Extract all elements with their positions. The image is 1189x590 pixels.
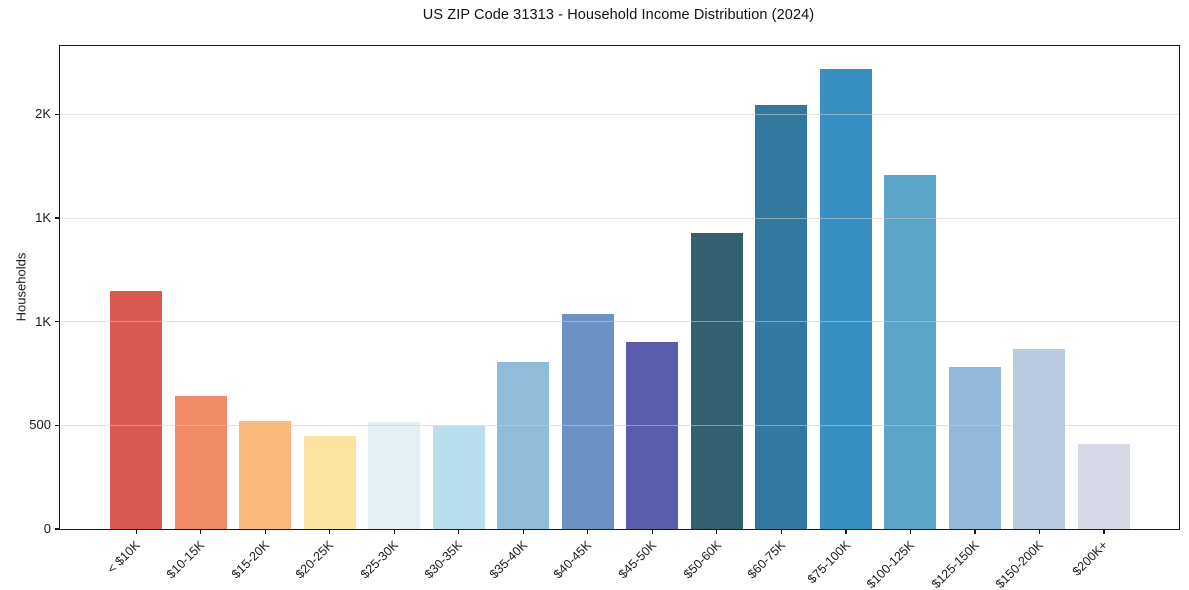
x-axis-tick bbox=[329, 529, 331, 534]
x-tick-label: $60-75K bbox=[744, 538, 789, 582]
y-tick-label: 500 bbox=[29, 417, 51, 433]
x-axis-tick bbox=[587, 529, 589, 534]
x-tick-label: < $10K bbox=[104, 538, 143, 577]
plot-area: < $10K $10-15K $15-20K $20-25K $25-30K $30-35… bbox=[29, 45, 1180, 590]
y-tick-label: 1K bbox=[35, 313, 51, 329]
y-axis-tick bbox=[55, 217, 60, 219]
y-tick-label: 2K bbox=[35, 106, 51, 122]
y-axis-label: Households bbox=[13, 252, 29, 322]
gridline-1K bbox=[60, 321, 1179, 323]
x-axis-tick bbox=[1103, 529, 1105, 534]
x-axis-tick bbox=[200, 529, 202, 534]
gridline-1K bbox=[60, 217, 1179, 219]
x-axis-tick bbox=[522, 529, 524, 534]
y-axis-tick bbox=[55, 113, 60, 115]
x-axis-tick bbox=[780, 529, 782, 534]
bar-1 bbox=[110, 291, 162, 529]
x-axis-tick bbox=[458, 529, 460, 534]
x-axis-tick bbox=[974, 529, 976, 534]
bar-2 bbox=[174, 396, 227, 529]
y-tick-label: 0 bbox=[43, 521, 51, 536]
bar-14 bbox=[948, 367, 1001, 529]
y-axis-tick bbox=[55, 321, 60, 323]
x-tick-label: $150-200K bbox=[993, 538, 1047, 590]
x-tick-label: $75-100K bbox=[804, 538, 853, 587]
x-tick-label: $40-45K bbox=[551, 538, 595, 582]
chart-title: US ZIP Code 31313 - Household Income Dis… bbox=[422, 7, 815, 23]
x-axis-tick bbox=[264, 529, 266, 534]
y-tick-label: 1K bbox=[35, 210, 51, 226]
bar-11 bbox=[755, 105, 808, 529]
gridline-2K bbox=[60, 113, 1179, 115]
bar-12 bbox=[819, 69, 872, 529]
y-axis-tick bbox=[55, 528, 60, 530]
x-axis-tick bbox=[1038, 529, 1041, 534]
x-tick-label: $45-50K bbox=[615, 538, 660, 582]
x-tick-label: $125-150K bbox=[928, 538, 982, 590]
bar-10 bbox=[690, 233, 743, 529]
bar-3 bbox=[239, 421, 292, 529]
x-tick-label: $25-30K bbox=[357, 538, 402, 582]
x-axis-tick bbox=[716, 529, 718, 534]
bar-9 bbox=[626, 342, 679, 529]
x-axis-tick bbox=[909, 529, 912, 534]
x-axis-tick bbox=[845, 529, 847, 534]
x-tick-label: $10-15K bbox=[164, 538, 208, 582]
x-tick-label: $50-60K bbox=[680, 538, 724, 582]
x-axis-tick bbox=[135, 529, 137, 534]
bar-15 bbox=[1013, 349, 1066, 529]
bar-7 bbox=[497, 362, 550, 529]
bar-13 bbox=[884, 175, 937, 529]
x-tick-label: $100-125K bbox=[864, 538, 918, 590]
x-tick-label: $15-20K bbox=[228, 538, 272, 582]
x-tick-label: $35-40K bbox=[486, 538, 531, 582]
x-tick-label: $200K+ bbox=[1070, 538, 1111, 579]
bar-4 bbox=[303, 436, 356, 529]
x-tick-label: $30-35K bbox=[422, 538, 466, 582]
x-tick-label: $20-25K bbox=[293, 538, 337, 582]
bar-8 bbox=[561, 314, 614, 529]
bar-16 bbox=[1077, 444, 1130, 529]
gridline-500 bbox=[60, 424, 1179, 426]
bar-6 bbox=[432, 426, 485, 529]
y-axis-tick bbox=[55, 424, 60, 426]
x-axis-tick bbox=[651, 529, 653, 534]
bar-5 bbox=[368, 422, 421, 529]
x-axis-tick bbox=[393, 529, 395, 534]
